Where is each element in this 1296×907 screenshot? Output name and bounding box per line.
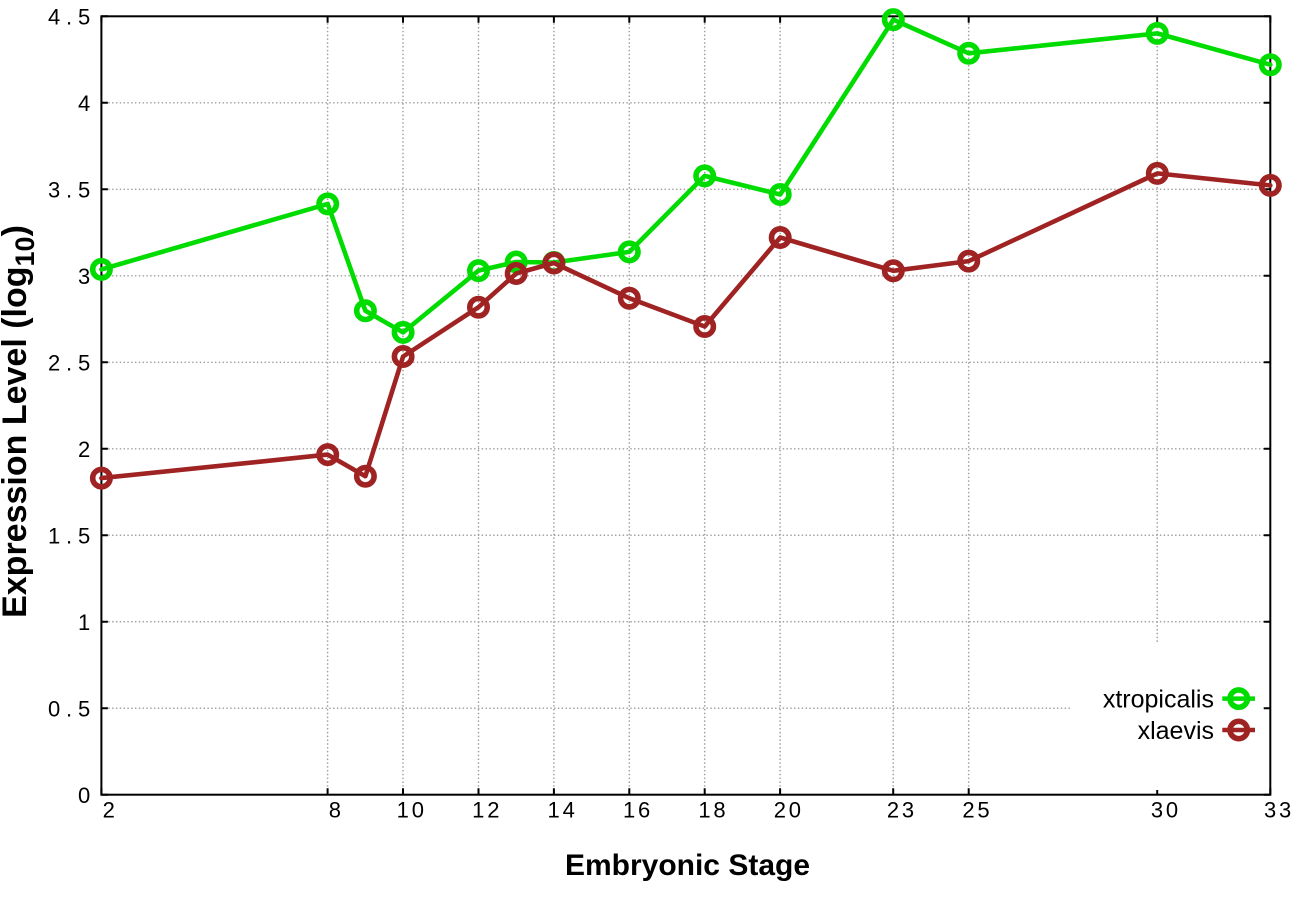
svg-text:Expression Level (log10): Expression Level (log10)	[0, 225, 40, 618]
svg-text:16: 16	[623, 797, 653, 822]
svg-text:2: 2	[78, 437, 93, 462]
svg-text:20: 20	[774, 797, 804, 822]
svg-text:33: 33	[1264, 797, 1294, 822]
svg-text:xlaevis: xlaevis	[1138, 717, 1214, 745]
svg-text:8: 8	[329, 797, 344, 822]
svg-text:12: 12	[472, 797, 502, 822]
svg-text:1.5: 1.5	[48, 524, 93, 549]
svg-text:4: 4	[78, 91, 93, 116]
svg-text:1: 1	[78, 610, 93, 635]
svg-text:4.5: 4.5	[48, 5, 93, 30]
svg-text:14: 14	[548, 797, 578, 822]
svg-text:23: 23	[887, 797, 917, 822]
svg-text:xtropicalis: xtropicalis	[1103, 686, 1214, 714]
svg-text:10: 10	[397, 797, 427, 822]
svg-text:0.5: 0.5	[48, 697, 93, 722]
svg-text:0: 0	[78, 783, 93, 808]
svg-text:3: 3	[78, 264, 93, 289]
svg-text:30: 30	[1151, 797, 1181, 822]
svg-text:18: 18	[698, 797, 728, 822]
svg-text:Embryonic Stage: Embryonic Stage	[565, 849, 810, 882]
svg-text:2.5: 2.5	[48, 351, 93, 376]
svg-text:3.5: 3.5	[48, 178, 93, 203]
svg-text:2: 2	[103, 797, 118, 822]
svg-text:25: 25	[962, 797, 992, 822]
